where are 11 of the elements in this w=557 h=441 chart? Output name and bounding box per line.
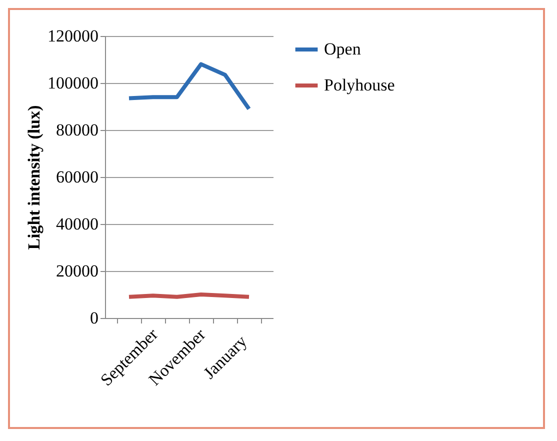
- y-tick-label: 100000: [48, 74, 98, 92]
- line-series: [127, 62, 251, 111]
- y-tick-label: 80000: [56, 120, 98, 140]
- y-tick-label: 60000: [56, 168, 98, 186]
- y-tick-label: 0: [90, 308, 98, 328]
- y-tick-label: 20000: [56, 262, 98, 280]
- y-tick-label: 120000: [48, 26, 98, 46]
- y-tick-label: 40000: [56, 214, 98, 234]
- legend-label: Polyhouse: [324, 76, 395, 94]
- legend-label: Open: [324, 40, 362, 58]
- y-axis-title: Light intensity (lux): [24, 105, 44, 250]
